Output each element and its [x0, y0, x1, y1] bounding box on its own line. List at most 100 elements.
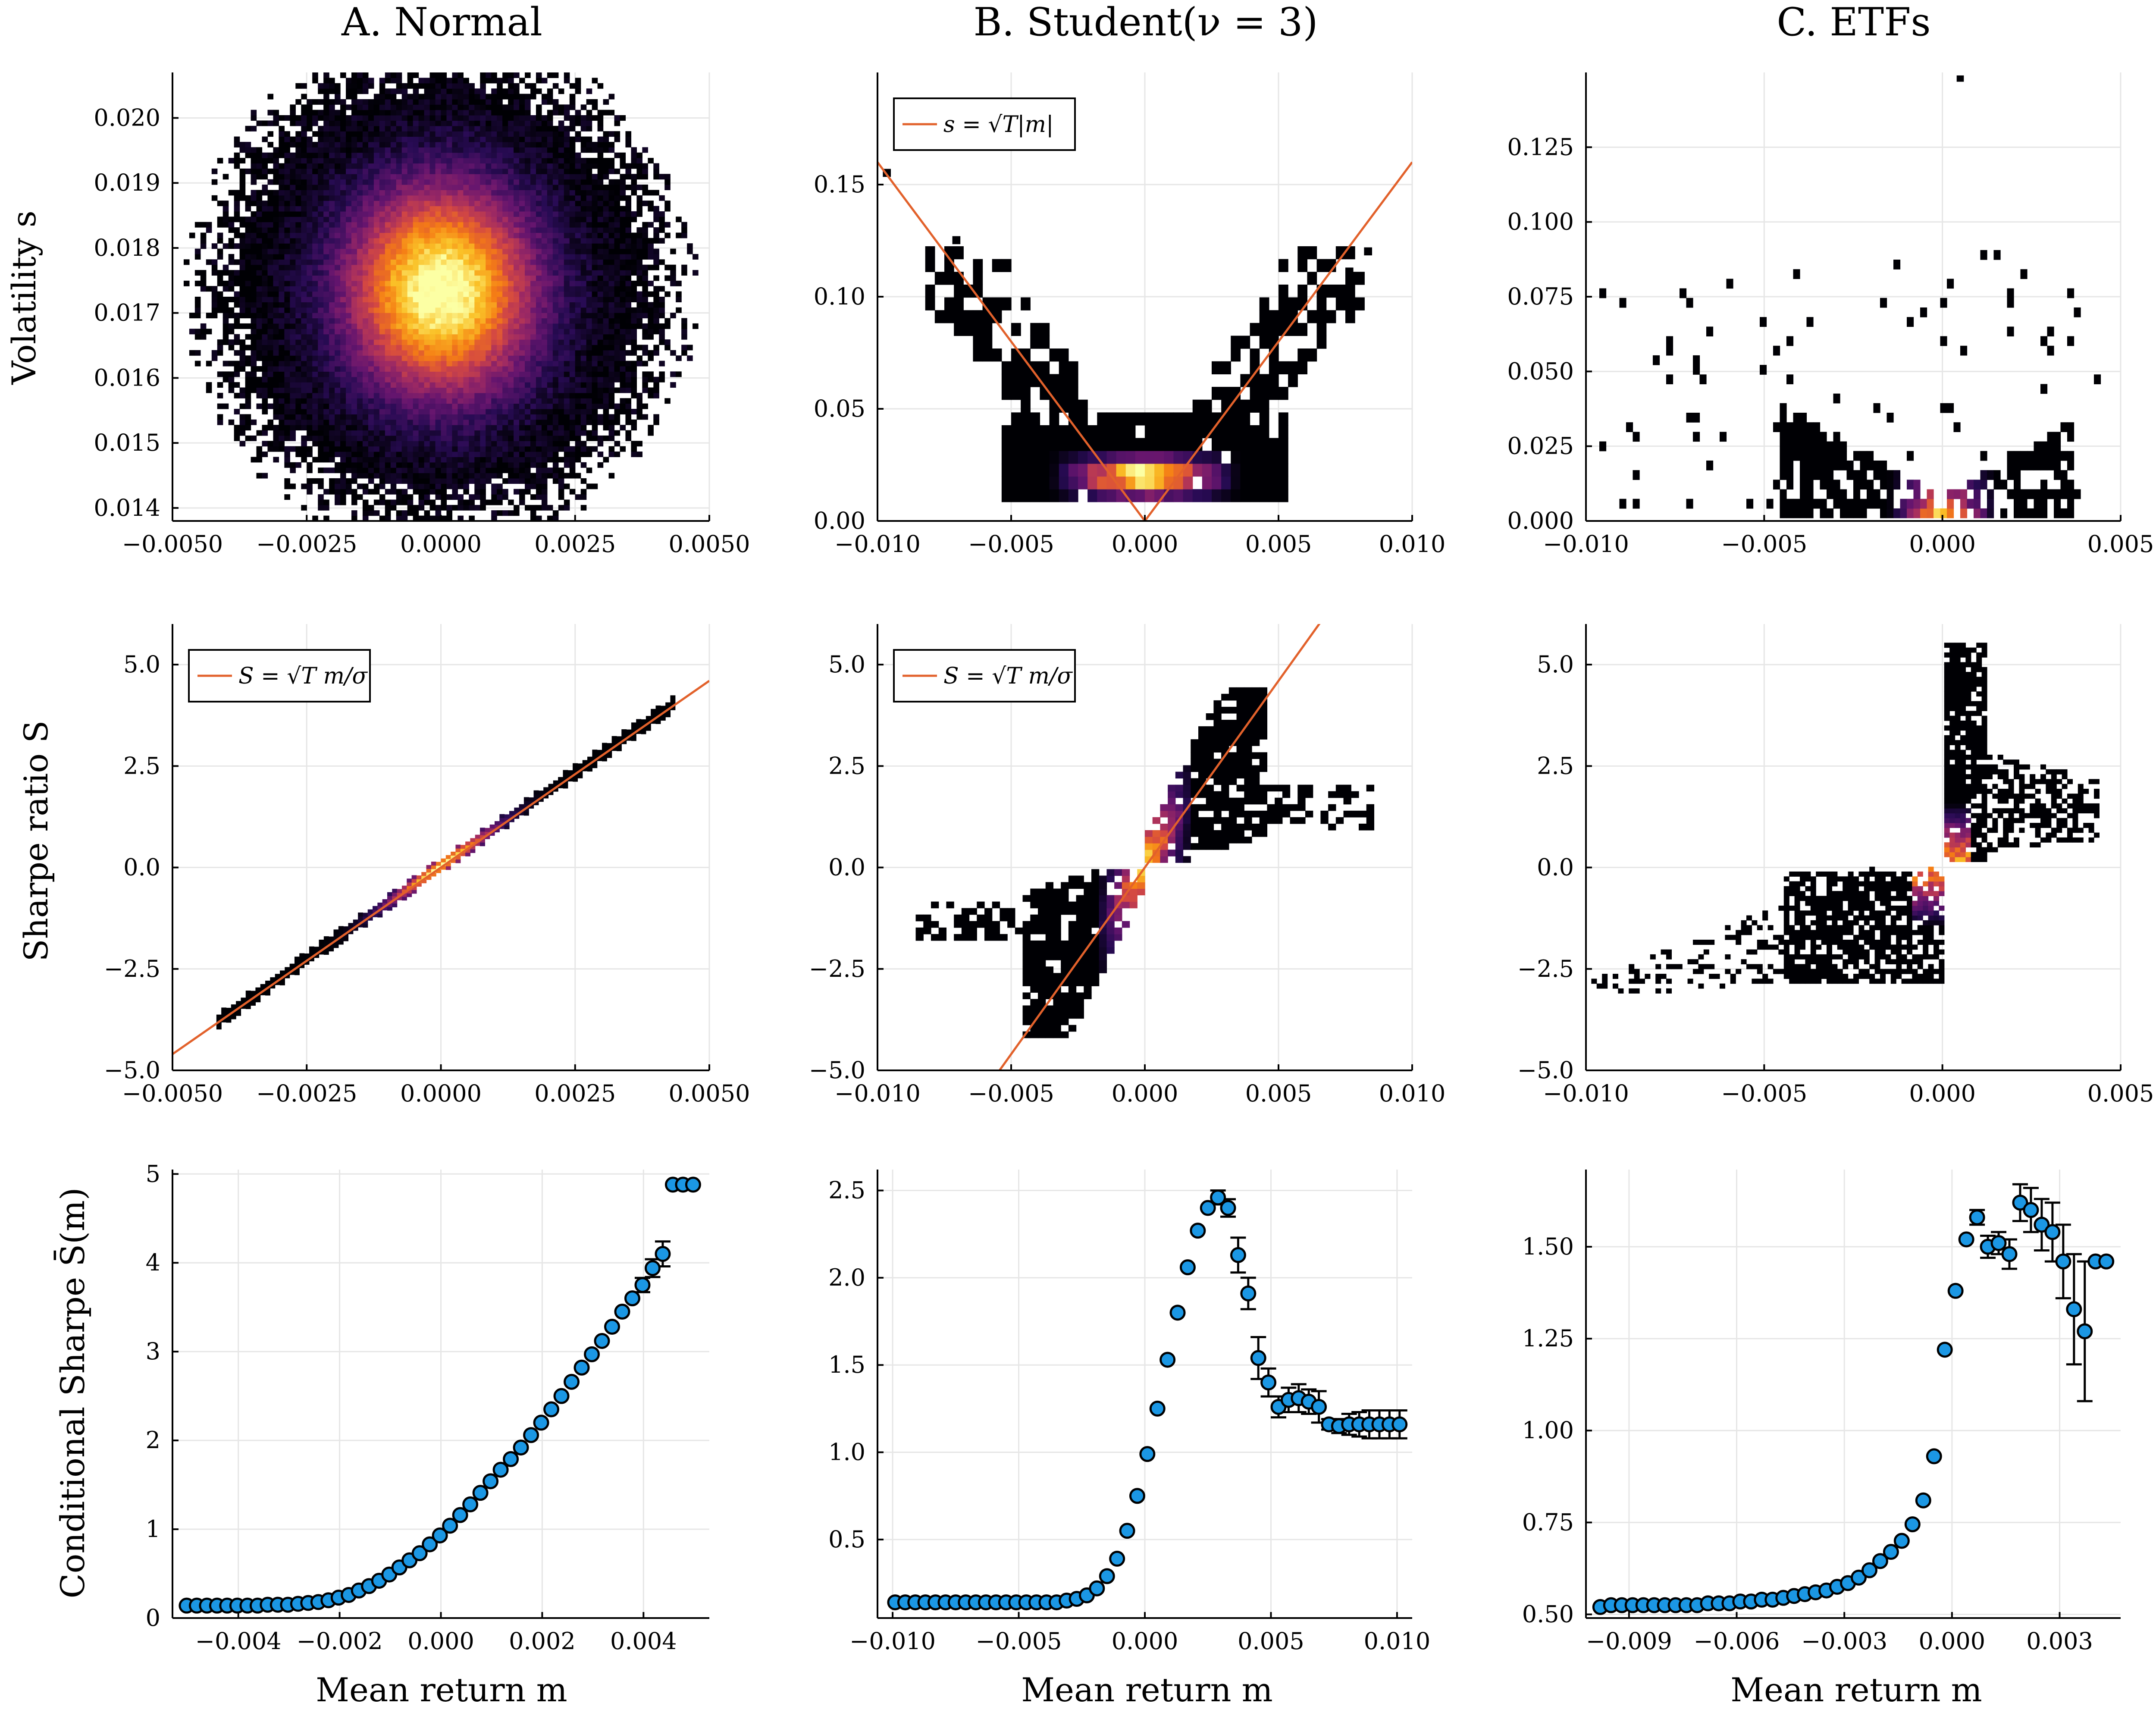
heatmap-cell: [385, 179, 391, 185]
heatmap-cell: [558, 350, 564, 356]
heatmap-cell: [401, 141, 408, 147]
heatmap-cell: [385, 478, 391, 484]
heatmap-cell: [379, 147, 385, 153]
heatmap-cell: [194, 334, 201, 340]
heatmap-cell: [357, 222, 363, 228]
heatmap-cell: [569, 467, 576, 474]
heatmap-cell: [552, 414, 559, 420]
heatmap-cell: [597, 419, 604, 425]
heatmap-cell: [446, 398, 453, 404]
heatmap-cell: [346, 83, 352, 89]
heatmap-cell: [569, 355, 576, 361]
heatmap-cell: [547, 125, 553, 132]
heatmap-cell: [307, 392, 313, 398]
heatmap-cell: [558, 345, 564, 351]
heatmap-cell: [418, 195, 425, 201]
heatmap-cell: [329, 243, 335, 249]
heatmap-cell: [519, 78, 525, 84]
heatmap-cell: [575, 297, 581, 302]
heatmap-cell: [262, 302, 268, 308]
heatmap-cell: [407, 190, 414, 196]
heatmap-cell: [379, 243, 385, 249]
heatmap-cell: [530, 168, 536, 174]
heatmap-cell: [429, 452, 436, 458]
heatmap-cell: [441, 334, 447, 340]
heatmap-cell: [295, 174, 301, 180]
heatmap-cell: [530, 163, 536, 169]
heatmap-cell: [418, 152, 425, 158]
heatmap-cell: [603, 232, 609, 238]
heatmap-cell: [407, 302, 414, 308]
heatmap-cell: [401, 286, 408, 292]
heatmap-cell: [234, 141, 240, 147]
heatmap-cell: [211, 179, 218, 185]
heatmap-cell: [323, 414, 329, 420]
heatmap-cell: [497, 110, 503, 116]
heatmap-cell: [262, 392, 268, 398]
heatmap-cell: [379, 361, 385, 367]
heatmap-cell: [279, 222, 285, 228]
heatmap-cell: [211, 291, 218, 297]
heatmap-cell: [379, 264, 385, 270]
heatmap-cell: [463, 329, 469, 335]
heatmap-cell: [228, 361, 235, 367]
heatmap-cell: [429, 275, 436, 281]
heatmap-cell: [463, 190, 469, 196]
heatmap-cell: [519, 403, 525, 409]
heatmap-cell: [301, 243, 307, 249]
heatmap-cell: [597, 435, 604, 441]
heatmap-cell: [346, 115, 352, 121]
heatmap-cell: [228, 387, 235, 393]
heatmap-cell: [474, 334, 480, 340]
heatmap-cell: [295, 387, 301, 393]
heatmap-cell: [362, 489, 369, 495]
heatmap-cell: [429, 195, 436, 201]
heatmap-cell: [262, 430, 268, 436]
heatmap-cell: [429, 329, 436, 335]
heatmap-cell: [373, 254, 380, 260]
heatmap-cell: [267, 425, 274, 431]
heatmap-cell: [351, 392, 357, 398]
heatmap-cell: [301, 179, 307, 185]
heatmap-cell: [351, 104, 357, 110]
heatmap-cell: [251, 125, 257, 132]
heatmap-cell: [441, 345, 447, 351]
heatmap-cell: [222, 270, 229, 276]
heatmap-cell: [603, 457, 609, 463]
heatmap-cell: [580, 409, 587, 414]
heatmap-cell: [429, 499, 436, 505]
heatmap-cell: [541, 286, 548, 292]
heatmap-cell: [351, 329, 357, 335]
heatmap-cell: [385, 307, 391, 313]
heatmap-cell: [502, 355, 508, 361]
heatmap-cell: [558, 329, 564, 335]
heatmap-cell: [502, 147, 508, 153]
heatmap-cell: [586, 179, 592, 185]
heatmap-cell: [312, 398, 318, 404]
heatmap-cell: [407, 248, 414, 254]
heatmap-cell: [429, 227, 436, 233]
heatmap-cell: [502, 259, 508, 265]
heatmap-cell: [362, 302, 369, 308]
heatmap-cell: [273, 334, 279, 340]
heatmap-cell: [396, 478, 402, 484]
heatmap-cell: [329, 430, 335, 436]
heatmap-cell: [480, 430, 486, 436]
heatmap-cell: [564, 291, 570, 297]
heatmap-cell: [373, 136, 380, 142]
heatmap-cell: [407, 478, 414, 484]
heatmap-cell: [429, 339, 436, 345]
heatmap-cell: [295, 313, 301, 319]
heatmap-cell: [541, 462, 548, 468]
heatmap-cell: [234, 430, 240, 436]
heatmap-cell: [396, 152, 402, 158]
heatmap-cell: [284, 435, 290, 441]
heatmap-cell: [424, 190, 430, 196]
heatmap-cell: [301, 366, 307, 372]
heatmap-cell: [273, 275, 279, 281]
heatmap-cell: [251, 216, 257, 223]
heatmap-cell: [373, 206, 380, 212]
heatmap-cell: [525, 489, 531, 495]
heatmap-cell: [452, 409, 458, 414]
heatmap-cell: [519, 243, 525, 249]
